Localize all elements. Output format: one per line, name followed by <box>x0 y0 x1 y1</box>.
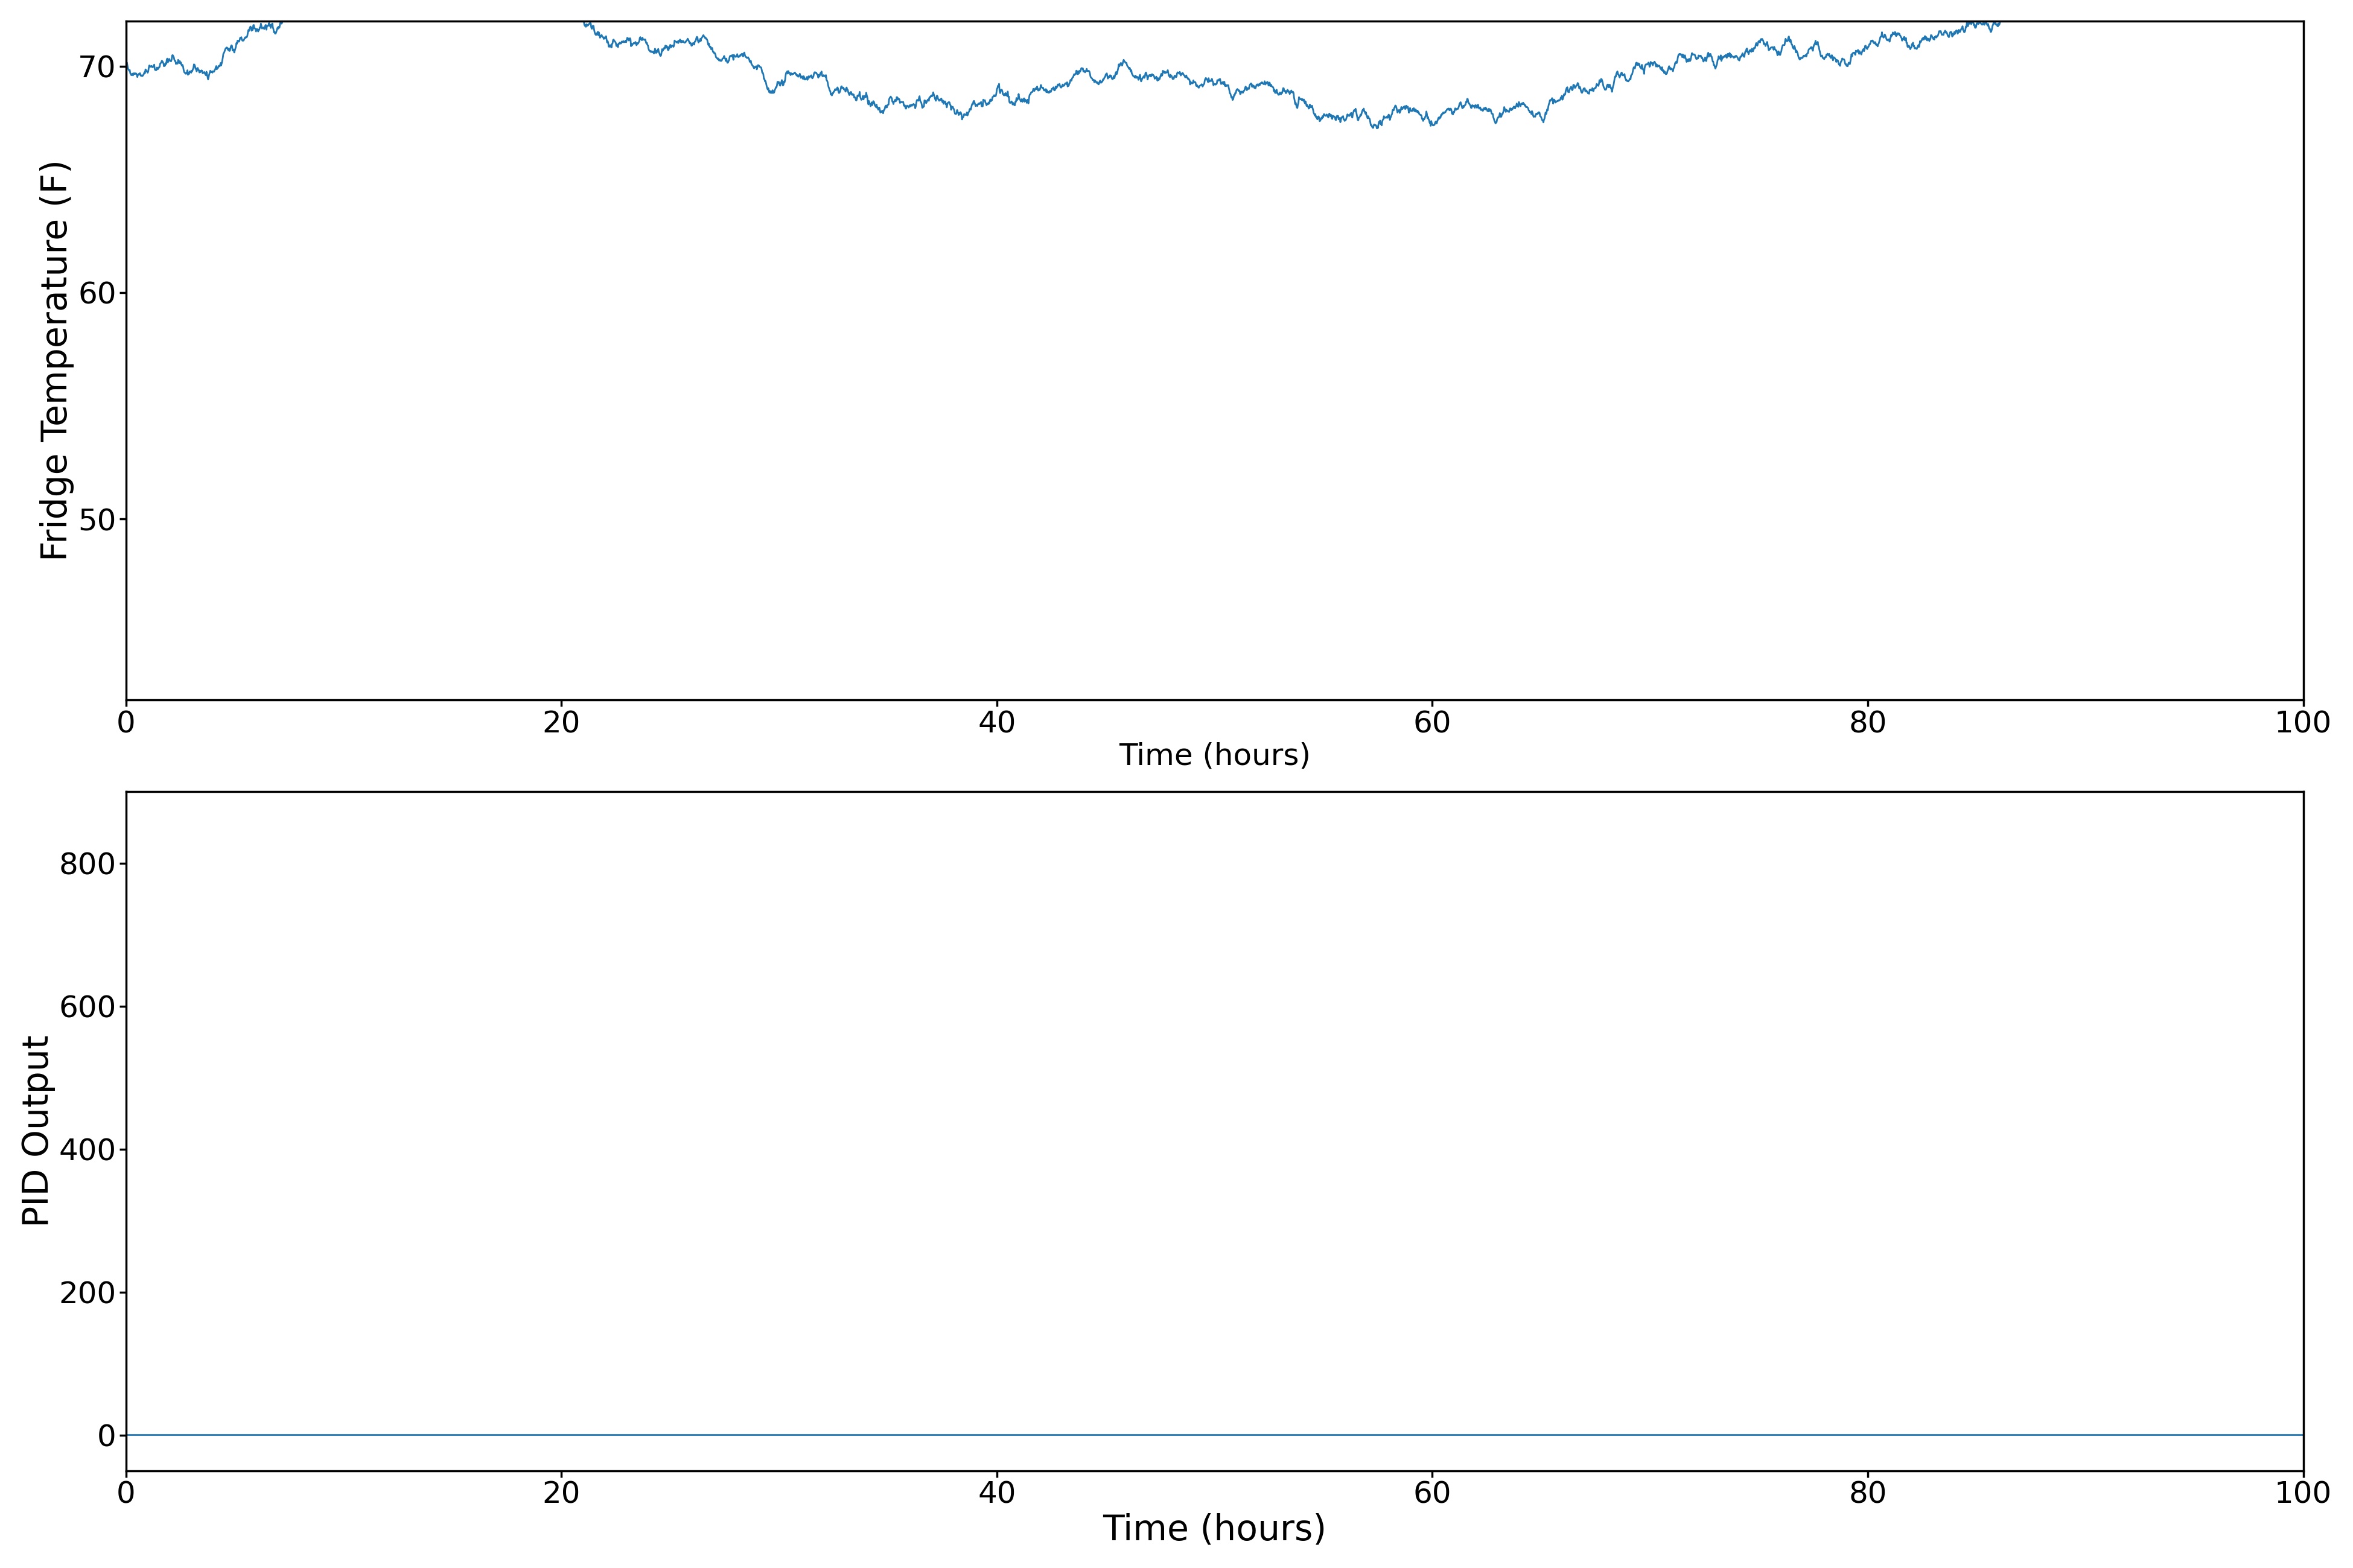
X-axis label: Time (hours): Time (hours) <box>1118 742 1311 771</box>
Y-axis label: Fridge Temperature (F): Fridge Temperature (F) <box>40 160 75 561</box>
Y-axis label: PID Output: PID Output <box>21 1035 56 1228</box>
X-axis label: Time (hours): Time (hours) <box>1104 1513 1327 1548</box>
